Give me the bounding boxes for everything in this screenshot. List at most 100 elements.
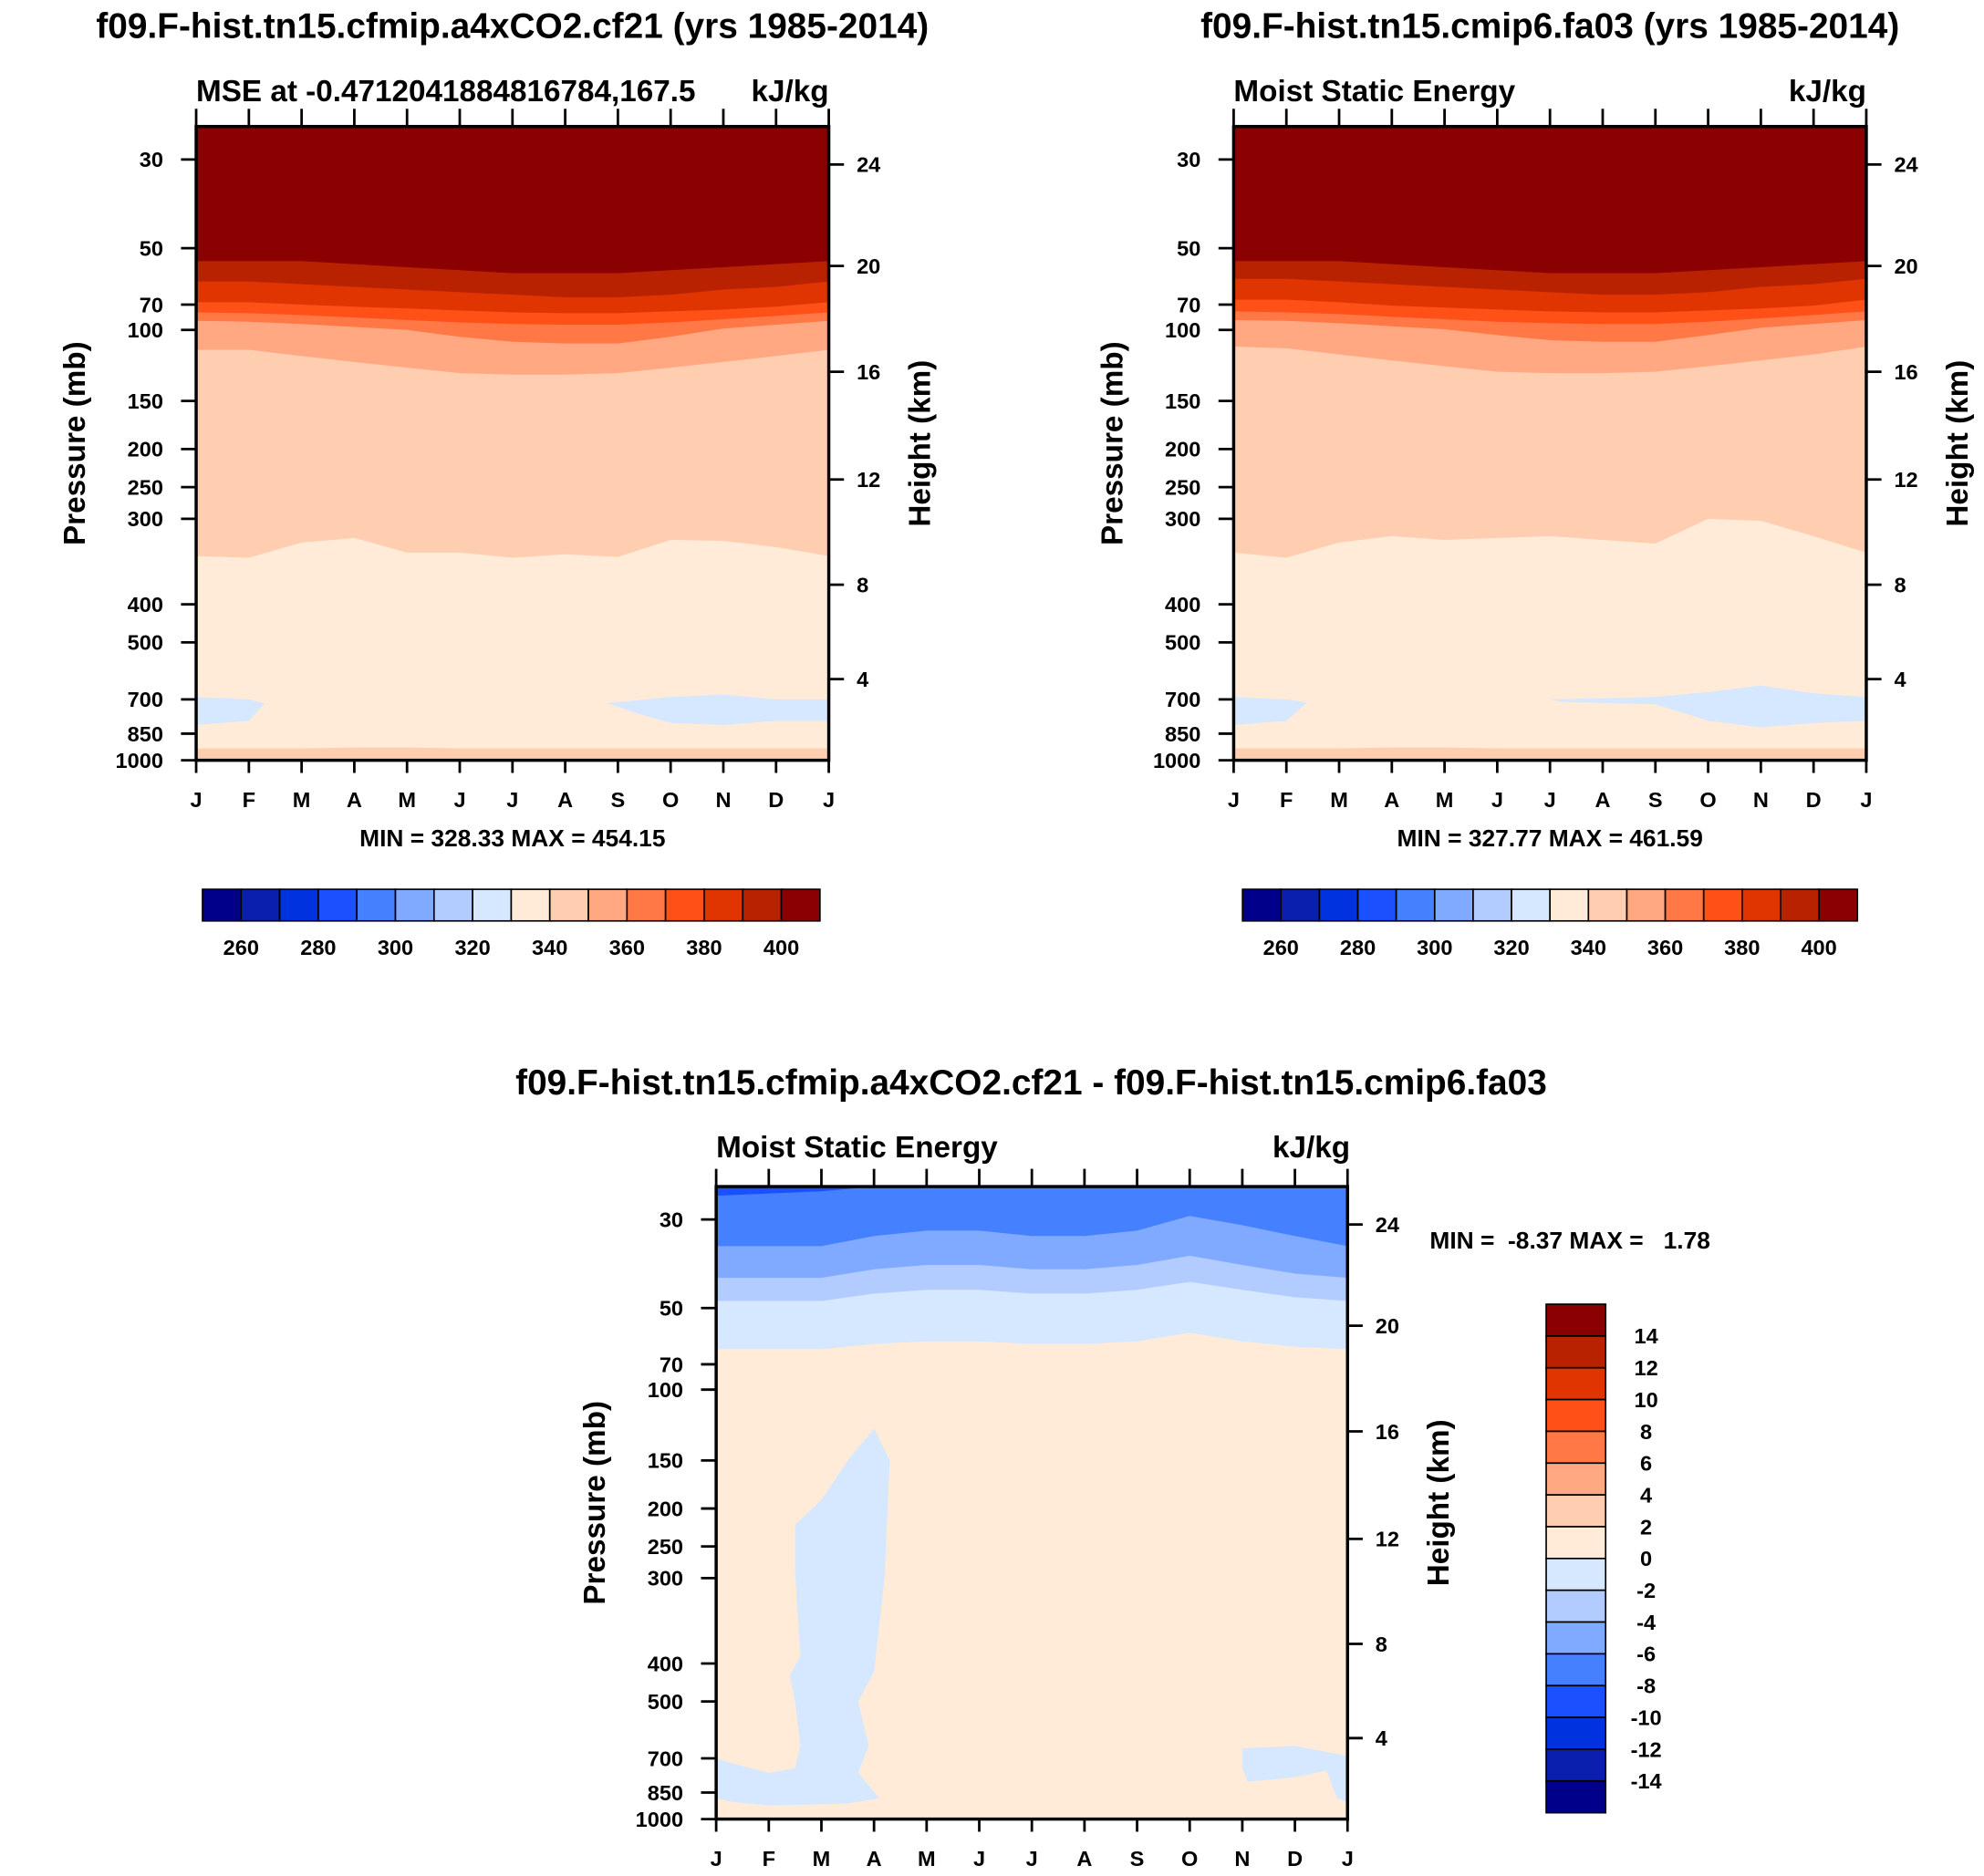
month-label: F xyxy=(763,1847,775,1871)
month-label: M xyxy=(918,1847,936,1871)
colorbar-box xyxy=(1545,1398,1607,1433)
pressure-tick-label: 300 xyxy=(128,507,163,531)
colorbar-box xyxy=(1545,1589,1607,1623)
pressure-tick-label: 50 xyxy=(660,1297,683,1321)
height-tick-label: 16 xyxy=(1376,1420,1399,1444)
colorbar-box xyxy=(1545,1748,1607,1782)
pressure-tick-label: 700 xyxy=(1165,688,1200,711)
panel1-left-subtitle: MSE at -0.4712041884816784,167.5 xyxy=(196,75,695,109)
pressure-tick-label: 150 xyxy=(128,389,163,413)
pressure-tick-label: 500 xyxy=(128,631,163,655)
contour-band xyxy=(1233,126,1866,274)
pressure-tick-label: 300 xyxy=(648,1567,683,1591)
height-tick-label: 20 xyxy=(1894,254,1917,278)
month-label: O xyxy=(662,788,679,812)
pressure-tick-label: 1000 xyxy=(636,1808,683,1831)
colorbar-label: 320 xyxy=(454,936,490,959)
colorbar-box xyxy=(703,888,744,922)
pressure-tick-label: 70 xyxy=(1177,293,1200,316)
pressure-tick-label: 500 xyxy=(648,1690,683,1714)
month-label: A xyxy=(867,1847,882,1871)
pressure-tick-label: 850 xyxy=(648,1781,683,1805)
panel2-left-subtitle: Moist Static Energy xyxy=(1233,75,1515,109)
month-label: J xyxy=(1544,788,1556,812)
colorbar-box xyxy=(780,888,821,922)
month-label: M xyxy=(398,788,416,812)
colorbar-label: 14 xyxy=(1634,1324,1657,1348)
colorbar-box xyxy=(1545,1779,1607,1814)
pressure-tick-label: 70 xyxy=(140,293,163,316)
colorbar-box xyxy=(510,888,551,922)
colorbar-box xyxy=(278,888,319,922)
colorbar-box xyxy=(1395,888,1436,922)
pressure-tick-label: 300 xyxy=(1165,507,1200,531)
pressure-tick-label: 400 xyxy=(648,1652,683,1675)
month-label: A xyxy=(347,788,362,812)
height-tick-label: 12 xyxy=(1894,468,1917,492)
pressure-tick-label: 500 xyxy=(1165,631,1200,655)
month-label: D xyxy=(1806,788,1822,812)
month-label: O xyxy=(1181,1847,1198,1871)
contour-patch xyxy=(1550,685,1866,728)
pressure-tick-label: 250 xyxy=(128,475,163,499)
height-tick-label: 4 xyxy=(1376,1726,1387,1750)
colorbar-box xyxy=(1318,888,1359,922)
pressure-tick-label: 1000 xyxy=(1153,749,1200,772)
y-axis-label: Pressure (mb) xyxy=(1096,341,1129,545)
contour-patch xyxy=(196,697,265,726)
colorbar-label: 400 xyxy=(1801,936,1836,959)
colorbar-label: -10 xyxy=(1631,1705,1662,1729)
panel2-title: f09.F-hist.tn15.cmip6.fa03 (yrs 1985-201… xyxy=(1200,7,1899,47)
month-label: S xyxy=(1130,1847,1145,1871)
colorbar-box xyxy=(587,888,628,922)
colorbar-box xyxy=(1545,1653,1607,1687)
panel1-title: f09.F-hist.tn15.cfmip.a4xCO2.cf21 (yrs 1… xyxy=(96,7,929,47)
month-label: J xyxy=(1860,788,1872,812)
pressure-tick-label: 250 xyxy=(648,1535,683,1559)
colorbar-box xyxy=(1741,888,1781,922)
colorbar-box xyxy=(1545,1303,1607,1337)
colorbar-label: 380 xyxy=(1724,936,1760,959)
colorbar-label: -2 xyxy=(1636,1579,1656,1602)
colorbar-box xyxy=(626,888,667,922)
colorbar-label: 0 xyxy=(1640,1547,1652,1570)
colorbar-label: 8 xyxy=(1640,1420,1652,1444)
panel3-left-subtitle: Moist Static Energy xyxy=(716,1131,998,1165)
pressure-tick-label: 30 xyxy=(140,148,163,171)
height-tick-label: 12 xyxy=(857,468,880,492)
month-label: J xyxy=(973,1847,985,1871)
pressure-tick-label: 200 xyxy=(648,1497,683,1520)
y-axis-label: Pressure (mb) xyxy=(578,1401,612,1605)
pressure-tick-label: 700 xyxy=(648,1746,683,1770)
panel2-stats: MIN = 327.77 MAX = 461.59 xyxy=(1397,824,1703,852)
height-tick-label: 20 xyxy=(857,254,880,278)
colorbar-label: 320 xyxy=(1493,936,1529,959)
colorbar-box xyxy=(1780,888,1820,922)
panel3-title: f09.F-hist.tn15.cfmip.a4xCO2.cf21 - f09.… xyxy=(515,1063,1547,1103)
colorbar-box xyxy=(1626,888,1667,922)
month-label: J xyxy=(506,788,518,812)
colorbar-box xyxy=(1587,888,1628,922)
height-tick-label: 8 xyxy=(1376,1632,1387,1656)
colorbar-label: 2 xyxy=(1640,1515,1652,1539)
panel1-units: kJ/kg xyxy=(751,75,828,109)
colorbar: 260 280 300 320 340 360 380 400 xyxy=(202,888,821,959)
colorbar-label: -14 xyxy=(1631,1769,1662,1793)
panel1-stats: MIN = 328.33 MAX = 454.15 xyxy=(359,824,665,852)
colorbar-box xyxy=(1280,888,1321,922)
colorbar-box xyxy=(1545,1494,1607,1528)
colorbar-box xyxy=(1433,888,1474,922)
colorbar-box xyxy=(1545,1462,1607,1496)
colorbar-label: 280 xyxy=(1340,936,1376,959)
pressure-tick-label: 150 xyxy=(1165,389,1200,413)
colorbar-box xyxy=(1549,888,1590,922)
colorbar-label: 300 xyxy=(1417,936,1452,959)
colorbar-label: 4 xyxy=(1640,1483,1652,1507)
colorbar-box xyxy=(1545,1366,1607,1401)
y2-axis-label: Height (km) xyxy=(1422,1419,1456,1586)
pressure-tick-label: 100 xyxy=(648,1378,683,1402)
colorbar-box xyxy=(1664,888,1705,922)
colorbar-label: 280 xyxy=(300,936,336,959)
month-label: A xyxy=(1076,1847,1092,1871)
